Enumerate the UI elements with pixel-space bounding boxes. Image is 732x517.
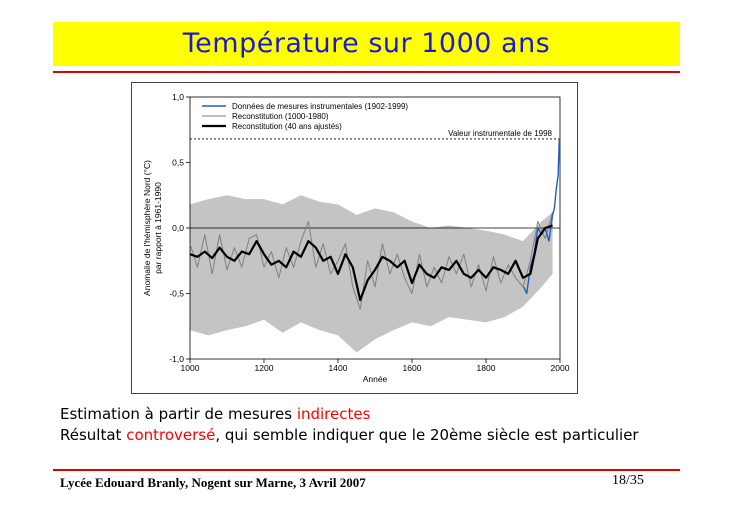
text-line-1: Estimation à partir de mesures indirecte… [60,405,370,423]
y-tick-label: -1,0 [169,354,184,364]
line2-highlight: controversé [126,426,216,444]
line2-prefix: Résultat [60,426,127,444]
x-tick-label: 2000 [551,363,570,373]
series-instrumental-line [523,138,561,295]
slide-number: 18/35 [612,473,644,488]
text-line-2: Résultat controversé, qui semble indique… [60,426,639,444]
x-axis-title: Année [363,374,388,384]
line1-prefix: Estimation à partir de mesures [60,405,297,423]
temperature-chart: Valeur instrumentale de 1998 1000 1200 1400… [142,92,570,384]
reference-line-label: Valeur instrumentale de 1998 [448,129,552,138]
y-tick-label: 1,0 [172,92,184,102]
x-tick-label: 1800 [477,363,496,373]
y-axis-title-line-1: Anomalie de l'hémisphère Nord (°C) [142,160,152,296]
top-divider [53,71,680,73]
line2-suffix: , qui semble indiquer que le 20ème siècl… [215,426,639,444]
x-tick-label: 1200 [255,363,274,373]
y-tick-label: -0,5 [169,289,184,299]
y-tick-label: 0,5 [172,158,184,168]
chart-figure: Valeur instrumentale de 1998 1000 1200 1400… [131,82,578,394]
legend-label: Données de mesures instrumentales (1902-… [232,102,408,111]
legend-label: Reconstitution (40 ans ajustés) [232,122,342,131]
title-band: Température sur 1000 ans [53,22,680,66]
legend-label: Reconstitution (1000-1980) [232,112,329,121]
footer-institution: Lycée Edouard Branly, Nogent sur Marne, … [60,475,366,490]
line1-highlight: indirectes [296,405,371,423]
series-smoothed-line [189,224,553,302]
y-tick-label: 0,0 [172,223,184,233]
x-tick-label: 1600 [403,363,422,373]
x-tick-label: 1000 [181,363,200,373]
bottom-divider [53,469,680,471]
x-tick-label: 1400 [329,363,348,373]
slide-title: Température sur 1000 ans [182,28,551,59]
y-axis-title-line-2: par rapport à 1961-1990 [153,182,163,274]
